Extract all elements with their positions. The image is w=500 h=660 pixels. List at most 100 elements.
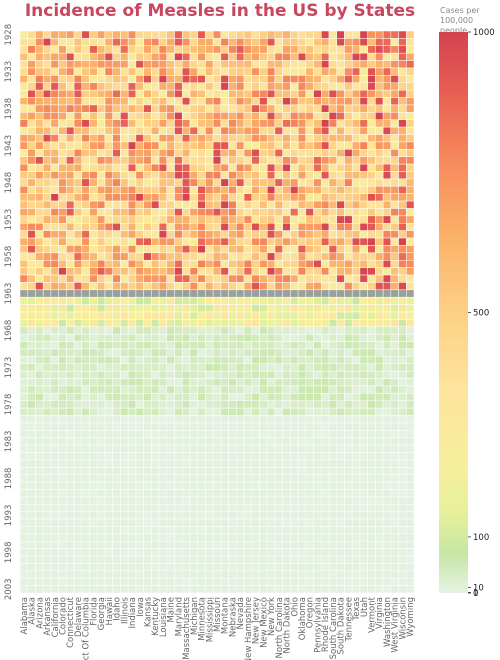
heatmap-cell xyxy=(351,149,361,157)
heatmap-cell xyxy=(120,237,129,246)
heatmap-cell xyxy=(97,97,106,106)
heatmap-cell xyxy=(274,163,283,172)
heatmap-cell xyxy=(290,311,299,320)
heatmap-cell xyxy=(398,356,407,365)
heatmap-cell xyxy=(89,215,98,224)
heatmap-cell xyxy=(251,311,260,320)
heatmap-cell xyxy=(328,504,337,512)
heatmap-cell xyxy=(97,112,106,120)
x-tick-label: Delaware xyxy=(74,597,84,637)
heatmap-cell xyxy=(158,481,168,490)
heatmap-cell xyxy=(259,156,268,165)
heatmap-cell xyxy=(135,378,144,387)
heatmap-cell xyxy=(274,304,283,313)
heatmap-cell xyxy=(181,385,191,394)
heatmap-cell xyxy=(81,163,90,172)
heatmap-cell xyxy=(135,341,144,350)
heatmap-cell xyxy=(197,171,206,180)
heatmap-cell xyxy=(336,496,345,505)
heatmap-cell xyxy=(66,208,75,217)
colorbar-tick-label: 100 xyxy=(473,533,489,543)
heatmap-cell xyxy=(251,274,260,283)
heatmap-cell xyxy=(135,149,144,157)
heatmap-cell xyxy=(151,563,160,572)
heatmap-cell xyxy=(321,97,330,106)
heatmap-cell xyxy=(135,459,144,468)
heatmap-cell xyxy=(344,363,353,372)
heatmap-cell xyxy=(375,75,384,84)
heatmap-cell xyxy=(390,533,399,542)
heatmap-cell xyxy=(66,511,75,520)
heatmap-cell xyxy=(73,452,83,461)
heatmap-cell xyxy=(73,200,83,209)
heatmap-cell xyxy=(406,430,415,438)
heatmap-cell xyxy=(212,415,222,424)
heatmap-cell xyxy=(351,75,361,84)
heatmap-cell xyxy=(344,237,353,246)
heatmap-cell xyxy=(35,126,44,135)
heatmap-cell xyxy=(406,518,415,527)
heatmap-cell xyxy=(97,119,106,128)
heatmap-cell xyxy=(359,540,368,549)
heatmap-cell xyxy=(398,252,407,261)
heatmap-cell xyxy=(398,304,407,313)
heatmap-cell xyxy=(220,82,229,91)
heatmap-cell xyxy=(212,89,222,98)
heatmap-cell xyxy=(220,230,229,239)
heatmap-cell xyxy=(297,223,307,231)
heatmap-cell xyxy=(359,363,368,372)
heatmap-cell xyxy=(367,481,376,490)
heatmap-cell xyxy=(236,223,245,231)
heatmap-cell xyxy=(336,452,345,461)
heatmap-cell xyxy=(174,356,183,365)
heatmap-cell xyxy=(398,274,407,283)
heatmap-cell xyxy=(181,400,191,409)
heatmap-cell xyxy=(290,289,299,298)
heatmap-cell xyxy=(66,400,75,409)
heatmap-cell xyxy=(181,223,191,231)
heatmap-cell xyxy=(50,259,59,268)
heatmap-cell xyxy=(290,570,299,579)
heatmap-cell xyxy=(282,89,291,98)
heatmap-cell xyxy=(266,163,276,172)
heatmap-cell xyxy=(328,149,337,157)
heatmap-cell xyxy=(66,430,75,438)
heatmap-cell xyxy=(127,341,137,350)
heatmap-cell xyxy=(297,193,307,202)
heatmap-cell xyxy=(382,89,392,98)
heatmap-cell xyxy=(205,585,214,594)
heatmap-cell xyxy=(228,82,237,91)
heatmap-cell xyxy=(143,326,152,335)
heatmap-cell xyxy=(367,548,376,557)
colorbar-tick-label: 0 xyxy=(473,589,478,599)
heatmap-cell xyxy=(50,304,59,313)
heatmap-cell xyxy=(174,52,183,61)
heatmap-cell xyxy=(120,518,129,527)
heatmap-cell xyxy=(104,555,113,564)
heatmap-cell xyxy=(290,97,299,106)
heatmap-cell xyxy=(174,385,183,394)
heatmap-cell xyxy=(181,326,191,335)
heatmap-cell xyxy=(305,208,314,217)
heatmap-cell xyxy=(58,215,67,224)
heatmap-cell xyxy=(120,548,129,557)
heatmap-cell xyxy=(398,474,407,483)
heatmap-cell xyxy=(143,274,152,283)
heatmap-cell xyxy=(197,215,206,224)
heatmap-cell xyxy=(297,504,307,512)
heatmap-cell xyxy=(104,333,113,342)
heatmap-cell xyxy=(282,504,291,512)
heatmap-cell xyxy=(143,186,152,194)
heatmap-cell xyxy=(135,533,144,542)
heatmap-cell xyxy=(50,75,59,84)
heatmap-cell xyxy=(158,341,168,350)
heatmap-cell xyxy=(205,200,214,209)
heatmap-cell xyxy=(228,467,237,475)
heatmap-cell xyxy=(220,252,229,261)
heatmap-cell xyxy=(166,112,175,120)
heatmap-cell xyxy=(259,304,268,313)
heatmap-cell xyxy=(50,215,59,224)
heatmap-cell xyxy=(58,370,67,379)
heatmap-cell xyxy=(127,496,137,505)
heatmap-cell xyxy=(290,563,299,572)
